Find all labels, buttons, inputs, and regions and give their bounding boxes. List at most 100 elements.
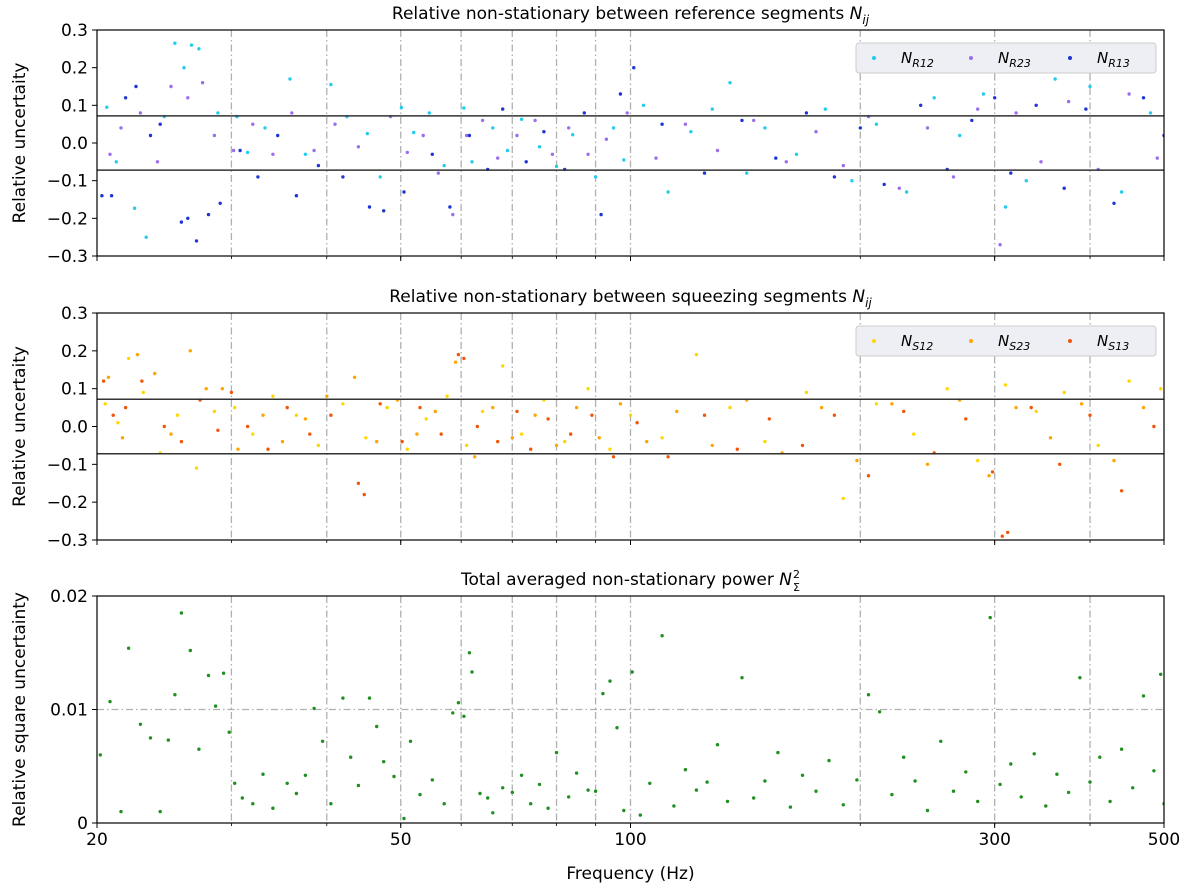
data-point: [491, 405, 495, 410]
data-point: [574, 771, 579, 775]
data-point: [105, 105, 109, 109]
data-point: [288, 77, 292, 81]
data-point: [1119, 190, 1124, 194]
data-point: [276, 133, 280, 138]
legend-marker: [872, 339, 876, 343]
data-point: [1098, 755, 1102, 759]
data-point: [271, 394, 275, 398]
data-point: [1155, 156, 1160, 160]
data-point: [599, 212, 603, 217]
data-point: [341, 696, 345, 700]
data-point: [240, 796, 244, 800]
data-point: [550, 152, 555, 156]
data-point: [832, 413, 837, 417]
data-point: [752, 118, 756, 123]
data-point: [1127, 92, 1131, 96]
data-point: [271, 152, 275, 156]
data-point: [475, 424, 479, 429]
data-point: [533, 413, 537, 417]
data-point: [325, 394, 329, 398]
data-point: [294, 194, 299, 198]
panel-2: −0.3 −0.2 −0.1 0.0 0.1 0.2 0.3 Relative uncerta…: [10, 287, 1165, 551]
data-point: [245, 424, 250, 429]
legend-label: NR13: [1097, 49, 1130, 70]
data-point: [841, 163, 845, 168]
data-point: [352, 375, 357, 379]
data-point: [120, 436, 125, 440]
data-point: [554, 164, 559, 169]
data-point: [648, 781, 652, 785]
data-point: [1019, 795, 1023, 799]
data-point: [574, 405, 579, 410]
x-tick-label: 500: [1148, 830, 1180, 850]
data-point: [537, 782, 542, 787]
data-point: [462, 106, 466, 110]
data-point: [1062, 390, 1066, 395]
data-point: [418, 405, 422, 410]
data-point: [715, 743, 720, 747]
data-point: [188, 349, 192, 353]
data-point: [951, 175, 956, 179]
data-point: [227, 730, 231, 734]
data-point: [169, 432, 173, 436]
data-point: [1096, 443, 1100, 448]
data-point: [510, 436, 514, 440]
data-point: [1066, 790, 1071, 795]
data-point: [158, 122, 162, 126]
x-axis-label: Frequency (Hz): [566, 864, 694, 884]
data-point: [162, 424, 166, 429]
data-point: [166, 738, 170, 742]
data-point: [451, 212, 455, 217]
y-tick-label: 0.2: [61, 342, 88, 362]
data-point: [453, 360, 458, 364]
data-point: [1141, 96, 1146, 100]
data-point: [519, 432, 524, 436]
data-point: [155, 160, 160, 164]
data-point: [158, 809, 162, 814]
data-point: [866, 693, 871, 697]
data-point: [1131, 786, 1135, 790]
data-point: [654, 156, 658, 160]
data-point: [169, 84, 173, 89]
data-point: [179, 439, 184, 444]
data-point: [666, 455, 670, 459]
data-point: [904, 190, 909, 194]
x-ticks: [96, 823, 1165, 828]
data-point: [582, 111, 586, 115]
data-point: [710, 443, 714, 448]
data-point: [123, 96, 128, 100]
data-point: [890, 792, 894, 797]
y-tick-label: −0.3: [47, 247, 88, 267]
data-point: [586, 788, 590, 792]
data-point: [473, 455, 477, 459]
data-point: [1119, 489, 1124, 493]
data-point: [218, 201, 222, 205]
data-point: [546, 417, 550, 421]
y-tick-label: 0.3: [61, 21, 88, 41]
data-point: [1009, 762, 1013, 766]
data-point: [462, 714, 466, 718]
data-point: [767, 417, 771, 421]
data-point: [563, 439, 567, 444]
data-point: [100, 194, 104, 198]
y-tick-label: 0.3: [61, 304, 88, 324]
data-point: [794, 152, 799, 156]
data-point: [98, 753, 103, 757]
data-point: [622, 158, 626, 162]
data-point: [981, 92, 986, 96]
data-point: [126, 646, 131, 650]
data-point: [106, 375, 111, 379]
data-point: [988, 615, 992, 620]
data-point: [1003, 383, 1008, 387]
data-point: [725, 799, 730, 804]
data-point: [464, 443, 469, 448]
data-point: [882, 182, 886, 187]
data-point: [356, 783, 361, 788]
data-point: [752, 796, 756, 800]
scatter-points: [100, 41, 1164, 247]
data-point: [470, 160, 474, 164]
data-point: [571, 133, 575, 137]
data-point: [1048, 436, 1053, 440]
legend-subscript: R13: [1108, 57, 1130, 70]
data-point: [537, 145, 542, 149]
